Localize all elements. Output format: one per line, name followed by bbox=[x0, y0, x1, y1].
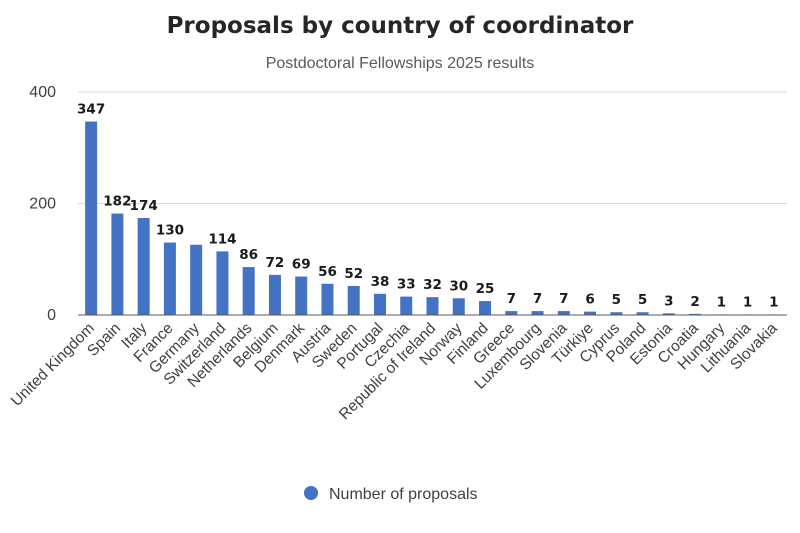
gridlines bbox=[78, 91, 787, 204]
data-label-norway: 30 bbox=[449, 278, 468, 294]
data-label-cyprus: 5 bbox=[612, 292, 621, 308]
data-label-slovakia: 1 bbox=[769, 294, 778, 310]
data-label-hungary: 1 bbox=[717, 294, 726, 310]
bar-turkiye bbox=[584, 311, 597, 315]
x-tick-label-united-kingdom: United Kingdom bbox=[8, 320, 98, 410]
data-label-estonia: 3 bbox=[664, 293, 673, 309]
data-label-sweden: 52 bbox=[344, 266, 363, 282]
bar-denmark bbox=[295, 276, 308, 315]
y-tick-label-400: 400 bbox=[29, 84, 56, 101]
bar-netherlands bbox=[242, 267, 255, 315]
data-label-slovenia: 7 bbox=[559, 291, 568, 307]
bar-czechia bbox=[400, 296, 413, 315]
bars bbox=[85, 121, 780, 315]
data-label-luxembourg: 7 bbox=[533, 291, 542, 307]
data-label-united-kingdom: 347 bbox=[77, 102, 105, 118]
legend: Number of proposals bbox=[304, 486, 478, 503]
data-label-poland: 5 bbox=[638, 292, 647, 308]
bar-sweden bbox=[347, 286, 360, 315]
data-label-spain: 182 bbox=[103, 194, 131, 210]
data-label-portugal: 38 bbox=[371, 274, 390, 290]
bar-spain bbox=[111, 213, 124, 315]
data-label-lithuania: 1 bbox=[743, 294, 752, 310]
bar-italy bbox=[137, 217, 150, 315]
data-label-france: 130 bbox=[156, 223, 184, 239]
bar-france bbox=[163, 242, 176, 315]
data-label-greece: 7 bbox=[507, 291, 516, 307]
y-tick-label-0: 0 bbox=[47, 307, 56, 324]
bar-austria bbox=[321, 283, 334, 315]
bar-slovenia bbox=[557, 311, 570, 315]
bar-germany bbox=[190, 244, 203, 315]
bar-belgium bbox=[268, 274, 281, 315]
bar-luxembourg bbox=[531, 311, 544, 315]
y-tick-label-200: 200 bbox=[29, 196, 56, 213]
bar-finland bbox=[479, 301, 492, 315]
data-label-republic-of-ireland: 32 bbox=[423, 277, 442, 293]
y-axis: 0 200 400 bbox=[29, 84, 56, 324]
data-label-finland: 25 bbox=[476, 281, 495, 297]
data-label-belgium: 72 bbox=[266, 255, 285, 271]
chart-subtitle: Postdoctoral Fellowships 2025 results bbox=[266, 55, 535, 72]
data-label-denmark: 69 bbox=[292, 257, 311, 273]
data-label-turkiye: 6 bbox=[585, 292, 594, 308]
bar-portugal bbox=[373, 293, 386, 315]
chart-title: Proposals by country of coordinator bbox=[167, 13, 634, 39]
bar-republic-of-ireland bbox=[426, 297, 439, 315]
data-label-netherlands: 86 bbox=[239, 247, 258, 263]
data-label-croatia: 2 bbox=[690, 294, 699, 310]
data-label-italy: 174 bbox=[130, 198, 158, 214]
bar-norway bbox=[452, 298, 465, 315]
bar-switzerland bbox=[216, 251, 229, 315]
legend-label-number-of-proposals: Number of proposals bbox=[329, 486, 478, 503]
data-label-switzerland: 114 bbox=[208, 231, 236, 247]
data-label-czechia: 33 bbox=[397, 277, 416, 293]
bar-united-kingdom bbox=[85, 121, 98, 315]
bar-poland bbox=[636, 312, 649, 315]
x-axis: United KingdomSpainItalyFranceGermanySwi… bbox=[8, 314, 787, 423]
bar-cyprus bbox=[610, 312, 623, 315]
data-label-austria: 56 bbox=[318, 264, 337, 280]
bar-estonia bbox=[662, 313, 675, 315]
legend-marker-number-of-proposals bbox=[304, 486, 318, 500]
bar-greece bbox=[505, 311, 518, 315]
bar-croatia bbox=[689, 313, 702, 315]
